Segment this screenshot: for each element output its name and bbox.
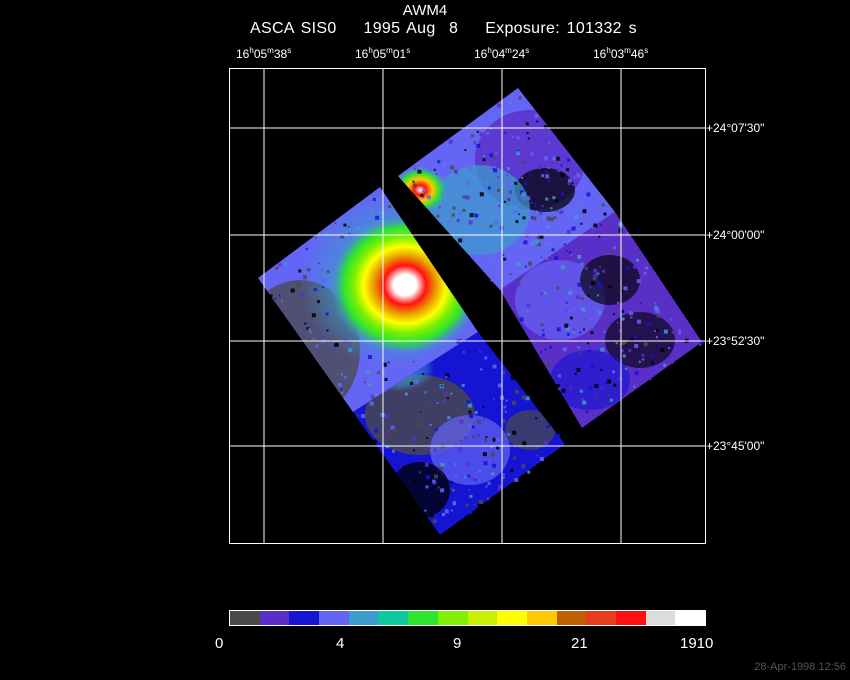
dec-tick-label: +23°45'00" (706, 439, 765, 453)
coordinate-grid (229, 68, 706, 543)
colorbar-swatch (408, 611, 438, 625)
colorbar (229, 610, 706, 626)
ra-tick-label: 16h05m38s (236, 46, 292, 61)
plot-title: AWM4 (402, 2, 448, 19)
colorbar-swatch (467, 611, 498, 625)
colorbar-swatch (586, 611, 616, 625)
ccd-chip-lower-left (353, 332, 565, 535)
dec-tick-label: +24°07'30" (706, 121, 765, 135)
ra-tick-label: 16h03m46s (593, 46, 649, 61)
colorbar-swatch (675, 611, 705, 625)
colorbar-label: 9 (453, 635, 462, 652)
colorbar-swatch (230, 611, 260, 625)
colorbar-swatch (556, 611, 587, 625)
ra-tick-label: 16h04m24s (474, 46, 530, 61)
ra-tick-label: 16h05m01s (355, 46, 411, 61)
colorbar-swatch (645, 611, 676, 625)
dec-tick-label: +23°52'30" (706, 334, 765, 348)
render-timestamp: 28-Apr-1998 12:56 (754, 661, 846, 673)
colorbar-swatch (497, 611, 527, 625)
colorbar-swatch (319, 611, 349, 625)
colorbar-swatch (378, 611, 409, 625)
colorbar-swatch (437, 611, 468, 625)
colorbar-label: 1910 (680, 635, 714, 652)
colorbar-label: 21 (571, 635, 588, 652)
colorbar-label: 0 (215, 635, 224, 652)
colorbar-swatch (259, 611, 290, 625)
colorbar-swatch (348, 611, 379, 625)
observation-subtitle: ASCA SIS0 1995 Aug 8 Exposure: 101332 s (250, 20, 637, 37)
colorbar-label: 4 (336, 635, 345, 652)
colorbar-swatch (289, 611, 320, 625)
colorbar-swatch (615, 611, 646, 625)
colorbar-swatch (526, 611, 557, 625)
ccd-chip-lower-right (500, 212, 702, 428)
image-frame (229, 68, 706, 544)
dec-tick-label: +24°00'00" (706, 228, 765, 242)
